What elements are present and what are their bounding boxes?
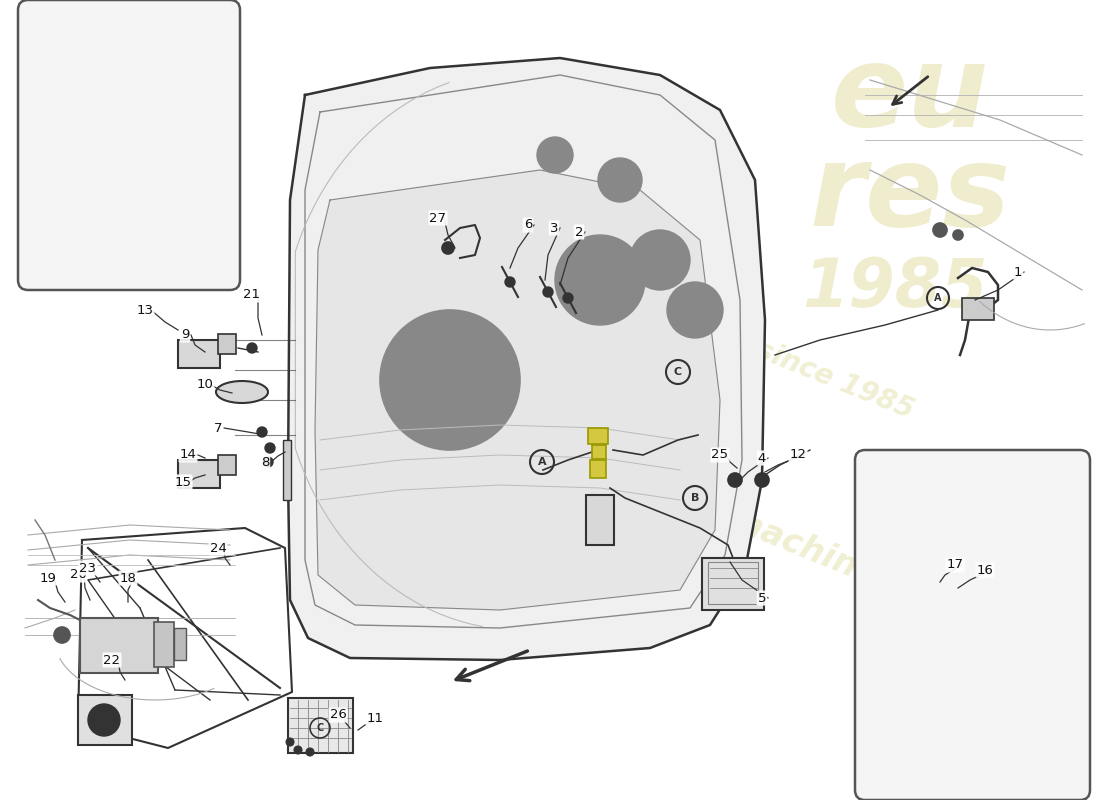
Text: 23: 23: [79, 562, 97, 574]
FancyBboxPatch shape: [855, 450, 1090, 800]
Bar: [218, 455, 236, 475]
Circle shape: [286, 738, 294, 746]
Text: 26: 26: [330, 709, 346, 722]
Bar: [80, 618, 158, 673]
Circle shape: [266, 460, 270, 464]
Text: 11: 11: [366, 711, 384, 725]
Circle shape: [563, 293, 573, 303]
Bar: [962, 298, 994, 320]
Text: 2: 2: [574, 226, 583, 238]
Text: 27: 27: [429, 211, 447, 225]
Text: res: res: [810, 139, 1011, 250]
Text: eu: eu: [830, 39, 989, 150]
Text: since 1985: since 1985: [752, 335, 918, 425]
Circle shape: [956, 233, 960, 237]
Text: A: A: [934, 293, 942, 303]
Text: 5: 5: [758, 591, 767, 605]
Text: 7: 7: [213, 422, 222, 434]
Bar: [702, 558, 764, 610]
Bar: [592, 445, 606, 459]
Text: 19: 19: [40, 571, 56, 585]
Text: 8: 8: [261, 455, 270, 469]
Circle shape: [257, 427, 267, 437]
Circle shape: [260, 430, 264, 434]
Circle shape: [248, 343, 257, 353]
Polygon shape: [288, 58, 764, 660]
Text: 20: 20: [69, 569, 87, 582]
Circle shape: [728, 473, 743, 487]
Text: 22: 22: [103, 654, 121, 666]
Circle shape: [953, 230, 962, 240]
Text: 21: 21: [243, 289, 261, 302]
FancyBboxPatch shape: [18, 0, 240, 290]
Circle shape: [294, 746, 302, 754]
Circle shape: [379, 310, 520, 450]
Circle shape: [442, 242, 454, 254]
Circle shape: [268, 446, 272, 450]
Text: A: A: [538, 457, 547, 467]
Circle shape: [505, 277, 515, 287]
Text: 18: 18: [120, 571, 136, 585]
Polygon shape: [315, 170, 720, 610]
Circle shape: [755, 473, 769, 487]
Text: 4: 4: [758, 451, 767, 465]
Circle shape: [306, 748, 313, 756]
Ellipse shape: [216, 381, 268, 403]
Text: 10: 10: [197, 378, 213, 391]
Bar: [590, 460, 606, 478]
Text: 1: 1: [1014, 266, 1022, 278]
Circle shape: [263, 457, 273, 467]
Circle shape: [556, 235, 645, 325]
Text: passion for machines: passion for machines: [518, 420, 902, 600]
Circle shape: [265, 443, 275, 453]
Text: 3: 3: [550, 222, 558, 234]
Circle shape: [937, 227, 943, 233]
Circle shape: [732, 477, 738, 483]
Circle shape: [933, 223, 947, 237]
Bar: [178, 340, 220, 368]
Text: 6: 6: [524, 218, 532, 231]
Text: 1985: 1985: [802, 255, 988, 321]
Circle shape: [96, 712, 112, 728]
Text: 15: 15: [175, 475, 191, 489]
Text: C: C: [317, 723, 323, 733]
Circle shape: [537, 137, 573, 173]
Bar: [218, 334, 236, 354]
Text: 17: 17: [946, 558, 964, 571]
Circle shape: [54, 627, 70, 643]
Text: 25: 25: [712, 449, 728, 462]
Bar: [586, 495, 614, 545]
Text: 24: 24: [210, 542, 227, 554]
Text: 12: 12: [790, 449, 806, 462]
Circle shape: [759, 477, 764, 483]
Bar: [283, 440, 292, 500]
Text: 13: 13: [136, 303, 154, 317]
Bar: [708, 562, 758, 604]
Circle shape: [630, 230, 690, 290]
Circle shape: [667, 282, 723, 338]
Text: 14: 14: [179, 449, 197, 462]
Bar: [178, 460, 220, 488]
Bar: [174, 628, 186, 660]
Text: C: C: [674, 367, 682, 377]
Circle shape: [598, 158, 642, 202]
Text: B: B: [691, 493, 700, 503]
Text: 9: 9: [180, 329, 189, 342]
Bar: [154, 622, 174, 667]
Bar: [288, 698, 353, 753]
Bar: [78, 695, 132, 745]
Bar: [588, 428, 608, 444]
Circle shape: [88, 704, 120, 736]
Circle shape: [543, 287, 553, 297]
Text: 16: 16: [977, 563, 993, 577]
